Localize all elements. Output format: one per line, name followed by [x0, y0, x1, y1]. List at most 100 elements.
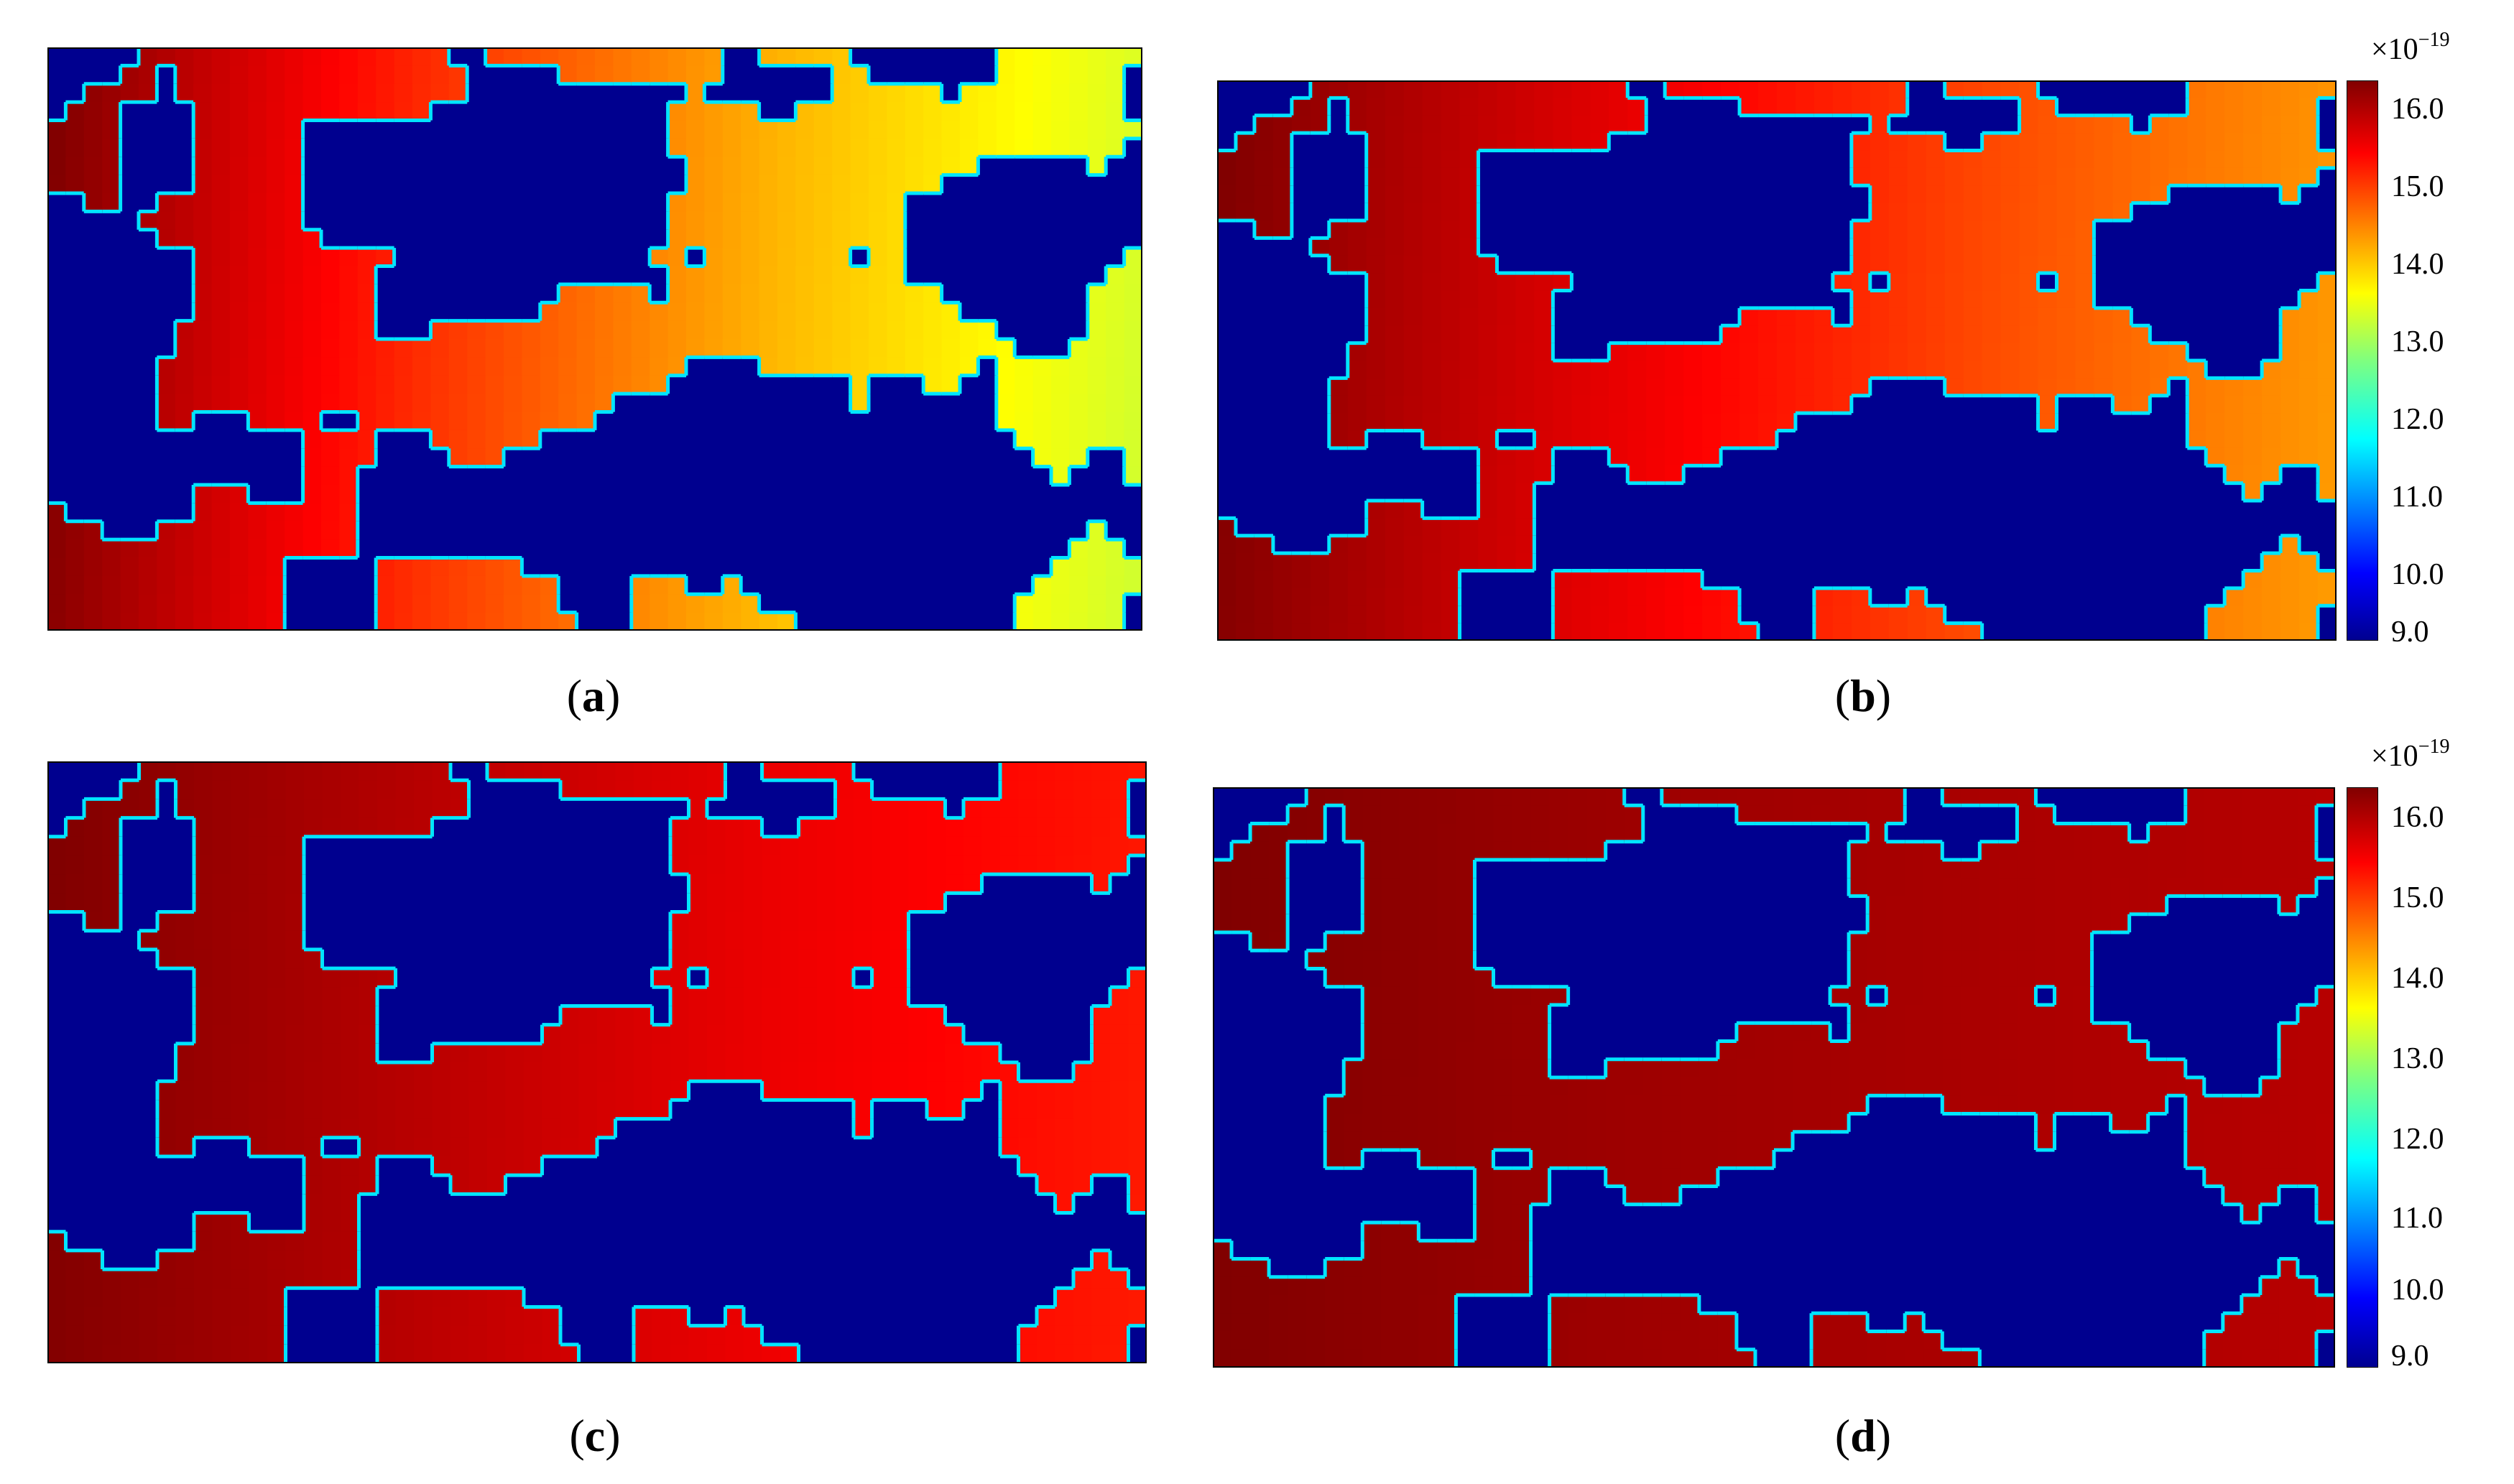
pore-cell: [1979, 787, 1999, 806]
pore-cell: [1497, 115, 1517, 134]
pore-cell: [597, 780, 616, 799]
pore-cell: [1793, 1023, 1812, 1042]
pore-cell: [670, 968, 690, 988]
pore-cell: [175, 1100, 195, 1120]
pore-cell: [777, 266, 796, 285]
pore-cell: [1441, 623, 1461, 641]
pore-cell: [1403, 80, 1423, 98]
pore-cell: [813, 357, 833, 376]
pore-cell: [285, 780, 305, 799]
pore-cell: [1609, 343, 1628, 361]
pore-cell: [1422, 150, 1442, 169]
pore-cell: [1515, 501, 1535, 519]
pore-cell: [1291, 98, 1311, 116]
pore-cell: [430, 357, 450, 376]
pore-cell: [266, 539, 285, 559]
pore-cell: [2073, 860, 2093, 878]
pore-cell: [175, 229, 194, 249]
pore-cell: [725, 1024, 744, 1044]
pore-cell: [2054, 1023, 2074, 1042]
pore-cell: [1091, 780, 1111, 799]
pore-cell: [524, 1325, 543, 1345]
pore-cell: [193, 485, 213, 504]
pore-cell: [468, 1344, 488, 1363]
pore-cell: [2280, 307, 2300, 326]
pore-cell: [1699, 1113, 1719, 1133]
pore-cell: [1110, 1288, 1129, 1308]
pore-cell: [1832, 361, 1852, 379]
pore-cell: [193, 83, 213, 103]
pore-cell: [872, 987, 891, 1007]
pore-cell: [813, 229, 833, 249]
pore-cell: [2241, 1113, 2261, 1133]
pore-cell: [744, 968, 763, 988]
pore-cell: [1091, 1288, 1111, 1308]
pore-cell: [1624, 805, 1644, 825]
pore-cell: [850, 138, 869, 157]
pore-cell: [1886, 1077, 1905, 1096]
pore-cell: [1000, 1118, 1020, 1138]
pore-cell: [1474, 787, 1494, 806]
pore-cell: [1362, 823, 1382, 843]
pore-cell: [1250, 841, 1270, 861]
pore-cell: [835, 836, 854, 856]
pore-cell: [1091, 1269, 1111, 1289]
pore-cell: [1493, 841, 1513, 861]
pore-cell: [1478, 290, 1498, 309]
pore-cell: [1366, 553, 1386, 572]
pore-cell: [1942, 1005, 1961, 1024]
pore-cell: [321, 466, 340, 486]
pore-cell: [248, 248, 267, 267]
pore-cell: [1000, 1062, 1020, 1082]
pore-cell: [2318, 343, 2337, 361]
pore-cell: [945, 836, 964, 856]
pore-cell: [2280, 447, 2300, 466]
pore-cell: [1739, 623, 1759, 641]
pore-cell: [1627, 606, 1647, 624]
pore-cell: [1422, 430, 1442, 449]
pore-cell: [1400, 878, 1419, 897]
pore-cell: [1683, 361, 1703, 379]
pore-cell: [102, 912, 121, 932]
pore-cell: [2318, 80, 2337, 98]
pore-cell: [941, 102, 961, 121]
pore-cell: [890, 1062, 910, 1082]
pore-cell: [230, 485, 249, 504]
pore-cell: [487, 1043, 507, 1063]
pore-cell: [2204, 1095, 2224, 1115]
pore-cell: [1328, 606, 1349, 624]
pore-cell: [981, 1043, 1001, 1063]
pore-cell: [231, 761, 250, 781]
pore-cell: [1106, 357, 1125, 376]
pore-cell: [211, 539, 231, 559]
pore-cell: [102, 1325, 121, 1345]
pore-cell: [377, 1062, 397, 1082]
pore-cell: [1907, 273, 1927, 292]
pore-cell: [1236, 535, 1255, 554]
pore-cell: [1037, 1344, 1056, 1363]
pore-cell: [522, 47, 541, 66]
map-panel-d: [1213, 787, 2335, 1368]
pore-cell: [890, 968, 910, 988]
pore-cell: [1515, 535, 1535, 554]
pore-cell: [322, 1269, 341, 1289]
pore-cell: [2243, 378, 2263, 396]
pore-cell: [542, 1344, 561, 1363]
pore-cell: [211, 302, 231, 322]
pore-cell: [542, 1100, 561, 1120]
pore-cell: [377, 780, 397, 799]
pore-cell: [540, 375, 559, 394]
pore-cell: [2297, 1041, 2317, 1060]
pore-cell: [1437, 950, 1456, 970]
pore-cell: [2054, 878, 2074, 897]
pore-cell: [522, 594, 541, 613]
pore-cell: [175, 761, 195, 781]
pore-cell: [667, 248, 687, 267]
pore-cell: [595, 339, 614, 358]
pore-cell: [1830, 1059, 1849, 1078]
pore-cell: [1870, 80, 1890, 98]
pore-cell: [139, 594, 157, 613]
pore-cell: [1627, 623, 1647, 641]
pore-cell: [667, 320, 687, 340]
pore-cell: [1291, 606, 1311, 624]
